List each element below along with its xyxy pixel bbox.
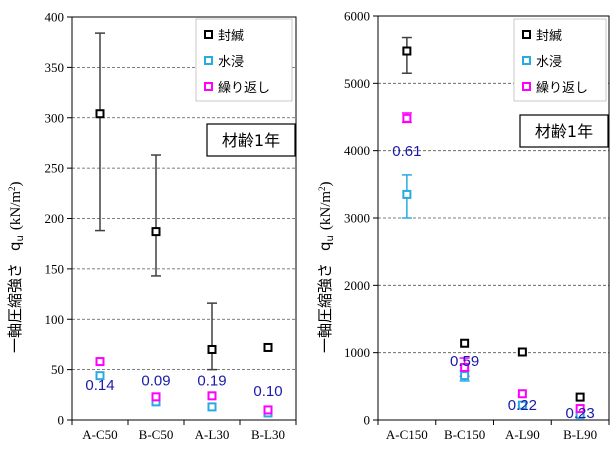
x-tick-label: A-L90 <box>505 427 540 442</box>
y-tick-label: 0 <box>58 413 65 428</box>
y-tick-label: 300 <box>45 110 65 125</box>
data-point <box>207 402 217 412</box>
x-tick-label: B-L30 <box>251 427 285 442</box>
y-axis-label-part: u <box>15 235 26 241</box>
chart-2: 0 1000 2000 3000 4000 5000 6000 A-C150 B-C150 A-L… <box>316 9 610 442</box>
data-point <box>460 338 470 348</box>
y-axis-label: 一軸圧縮強さ qu (kN/m2) <box>316 181 336 353</box>
y-tick-label: 6000 <box>344 9 370 24</box>
y-axis-label-part: 2 <box>7 186 17 191</box>
legend-label: 封緘 <box>218 29 244 44</box>
x-tick-label: A-C150 <box>386 427 428 442</box>
y-axis-label-part: 一軸圧縮強さ <box>6 263 24 353</box>
ratio-annotation: 0.59 <box>450 353 479 370</box>
ratio-annotation: 0.10 <box>253 383 282 400</box>
legend-marker <box>204 56 213 65</box>
legend-marker <box>522 30 531 39</box>
data-point <box>95 357 105 367</box>
x-tick-label: B-L90 <box>563 427 597 442</box>
data-point <box>207 391 217 401</box>
legend-marker <box>522 82 531 91</box>
age-label: 材齢1年 <box>222 131 280 150</box>
y-axis-label: 一軸圧縮強さ qu (kN/m2) <box>6 181 26 353</box>
y-tick-label: 1000 <box>344 345 370 360</box>
y-tick-label: 50 <box>51 362 64 377</box>
data-point <box>517 389 527 399</box>
legend-label: 水浸 <box>218 55 244 70</box>
ratio-annotation: 0.22 <box>508 397 537 414</box>
y-tick-label: 400 <box>45 10 65 25</box>
y-axis-label-part: ) <box>8 181 24 186</box>
legend-marker <box>204 82 213 91</box>
legend-label: 繰り返し <box>536 81 588 96</box>
y-axis-label-part: u <box>325 235 336 241</box>
x-tick-label: A-L30 <box>195 427 230 442</box>
data-point <box>517 400 527 410</box>
y-axis-label-part: q <box>6 241 24 251</box>
y-tick-label: 200 <box>45 211 65 226</box>
y-tick-label: 4000 <box>344 143 370 158</box>
y-tick-label: 3000 <box>344 211 370 226</box>
ratio-annotation: 0.09 <box>141 373 170 390</box>
legend-label: 封緘 <box>536 29 562 44</box>
y-axis-label-part: (kN/m <box>318 191 334 230</box>
age-label-box <box>519 114 609 148</box>
y-axis-label-part: q <box>316 241 334 251</box>
data-point <box>207 344 217 354</box>
y-axis-label-part: 一軸圧縮強さ <box>316 263 334 353</box>
age-label: 材齢1年 <box>535 122 593 141</box>
y-axis-label-part: 2 <box>317 186 327 191</box>
ratio-annotation: 0.61 <box>392 143 421 160</box>
ratio-annotation: 0.23 <box>566 405 595 422</box>
data-point <box>402 189 412 199</box>
data-point <box>575 392 585 402</box>
data-point <box>263 405 273 415</box>
data-point <box>575 404 585 414</box>
legend-marker <box>522 56 531 65</box>
y-tick-label: 0 <box>364 413 371 428</box>
y-tick-label: 150 <box>45 261 65 276</box>
x-tick-label: A-C50 <box>82 427 117 442</box>
ratio-annotation: 0.19 <box>197 373 226 390</box>
y-tick-label: 5000 <box>344 76 370 91</box>
data-point <box>517 347 527 357</box>
y-tick-label: 350 <box>45 60 65 75</box>
y-tick-label: 250 <box>45 161 65 176</box>
chart-1: 0 50 100 150 200 250 300 350 400 A-C50 B-C50 A-L30 B… <box>6 10 297 442</box>
data-point <box>402 46 412 56</box>
y-tick-label: 2000 <box>344 278 370 293</box>
data-point <box>151 227 161 237</box>
data-point <box>263 342 273 352</box>
legend-marker <box>204 30 213 39</box>
y-tick-label: 100 <box>45 312 65 327</box>
data-point <box>460 362 470 372</box>
age-label-box <box>206 123 296 157</box>
data-point <box>151 392 161 402</box>
x-tick-label: B-C50 <box>139 427 174 442</box>
data-point <box>95 109 105 119</box>
legend-label: 繰り返し <box>218 81 270 96</box>
ratio-annotation: 0.14 <box>85 377 114 394</box>
legend-label: 水浸 <box>536 55 562 70</box>
data-point <box>402 113 412 123</box>
y-axis-label-part: (kN/m <box>8 191 24 230</box>
y-axis-label-part: ) <box>318 181 334 186</box>
data-point <box>460 371 470 381</box>
x-tick-label: B-C150 <box>444 427 485 442</box>
data-point <box>95 371 105 381</box>
